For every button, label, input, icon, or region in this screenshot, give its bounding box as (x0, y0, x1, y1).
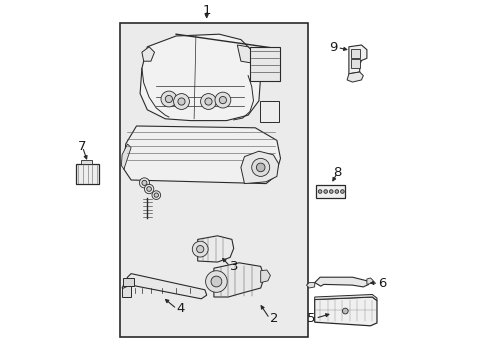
Text: 9: 9 (328, 41, 337, 54)
Bar (249, 47, 280, 81)
Bar (350, 49, 359, 58)
Polygon shape (237, 45, 255, 63)
Circle shape (173, 94, 189, 109)
Polygon shape (122, 284, 131, 297)
Text: 1: 1 (202, 4, 210, 17)
Polygon shape (142, 47, 154, 61)
Circle shape (154, 193, 158, 197)
Bar (122, 278, 133, 286)
Circle shape (196, 246, 203, 253)
Polygon shape (348, 45, 366, 74)
Circle shape (329, 190, 332, 193)
Bar (350, 59, 359, 68)
Polygon shape (123, 126, 280, 184)
Polygon shape (260, 270, 270, 283)
Bar (316, 185, 345, 198)
Circle shape (215, 92, 230, 108)
Text: 2: 2 (269, 312, 278, 325)
Polygon shape (121, 144, 131, 169)
Polygon shape (213, 263, 264, 297)
Circle shape (139, 178, 149, 188)
Text: 7: 7 (78, 140, 86, 153)
Circle shape (340, 190, 344, 193)
Circle shape (323, 190, 327, 193)
Polygon shape (366, 278, 373, 284)
Circle shape (152, 191, 160, 199)
Polygon shape (140, 34, 260, 121)
Circle shape (318, 190, 321, 193)
Bar (259, 101, 279, 122)
Circle shape (211, 276, 222, 287)
Polygon shape (314, 294, 376, 301)
Bar (120, 23, 307, 337)
Text: 5: 5 (306, 312, 315, 325)
Circle shape (161, 91, 177, 107)
Polygon shape (306, 283, 314, 288)
Polygon shape (197, 236, 233, 262)
Polygon shape (346, 72, 363, 82)
Circle shape (146, 186, 151, 192)
Circle shape (178, 98, 185, 105)
Circle shape (200, 94, 216, 109)
Circle shape (144, 184, 153, 194)
Text: 6: 6 (378, 277, 386, 290)
Polygon shape (122, 274, 206, 299)
Text: 4: 4 (177, 302, 185, 315)
Bar (76, 164, 99, 184)
Circle shape (142, 180, 146, 185)
Text: 8: 8 (332, 166, 341, 179)
Circle shape (204, 98, 212, 105)
Bar (81, 160, 92, 164)
Circle shape (334, 190, 338, 193)
Polygon shape (241, 151, 278, 184)
Polygon shape (314, 297, 376, 326)
Circle shape (342, 308, 347, 314)
Circle shape (219, 96, 226, 104)
Circle shape (192, 241, 208, 257)
Circle shape (205, 271, 227, 292)
Circle shape (165, 95, 172, 103)
Circle shape (256, 163, 264, 172)
Polygon shape (314, 277, 368, 287)
Circle shape (251, 158, 269, 176)
Text: 3: 3 (230, 260, 238, 273)
